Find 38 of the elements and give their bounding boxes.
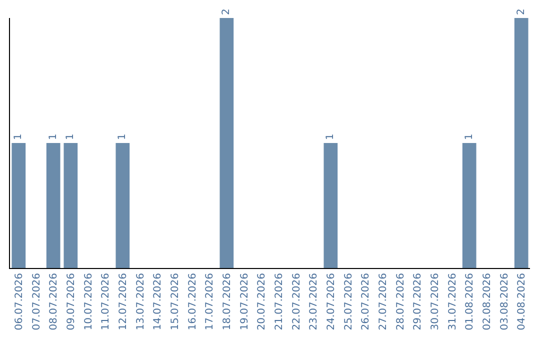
x-tick-label: 15.07.2026 [170,273,181,330]
x-tick-label: 01.08.2026 [464,273,476,330]
x-tick-label: 17.07.2026 [204,273,216,330]
x-tick-label: 02.08.2026 [482,273,493,330]
x-tick-label: 22.07.2026 [291,273,302,330]
x-tick-label: 09.07.2026 [66,273,77,330]
x-tick-label: 12.07.2026 [118,273,129,330]
x-tick-label: 16.07.2026 [187,273,198,330]
x-tick-label: 25.07.2026 [343,273,354,330]
data-label: 2 [516,8,527,15]
x-tick-label: 04.08.2026 [516,273,528,330]
x-tick-label: 10.07.2026 [83,273,94,330]
x-tick-label: 06.07.2026 [14,273,25,330]
x-tick-label: 30.07.2026 [430,273,441,330]
data-label: 1 [464,134,475,140]
x-tick-label: 18.07.2026 [222,273,233,330]
x-tick-label: 20.07.2026 [256,273,268,330]
data-label: 1 [117,134,128,140]
x-tick-label: 29.07.2026 [412,273,424,330]
data-label: 1 [325,134,336,140]
x-tick-label: 19.07.2026 [239,273,250,330]
x-tick-label: 21.07.2026 [274,273,285,330]
x-tick-label: 13.07.2026 [135,273,146,330]
x-tick-label: 11.07.2026 [100,273,112,330]
data-label: 1 [13,134,24,140]
x-tick-label: 27.07.2026 [378,273,389,330]
data-label: 1 [48,134,59,140]
data-label: 1 [65,134,76,140]
x-tick-label: 03.08.2026 [499,273,510,330]
x-tick-label: 14.07.2026 [152,273,164,330]
x-tick-label: 08.07.2026 [48,273,60,330]
x-tick-label: 07.07.2026 [31,273,42,330]
x-tick-label: 23.07.2026 [308,273,320,330]
x-tick-label: 31.07.2026 [447,273,458,330]
data-label: 2 [221,8,232,15]
x-tick-label: 26.07.2026 [360,273,372,330]
x-tick-label: 24.07.2026 [326,273,337,330]
x-tick-label: 28.07.2026 [395,273,406,330]
